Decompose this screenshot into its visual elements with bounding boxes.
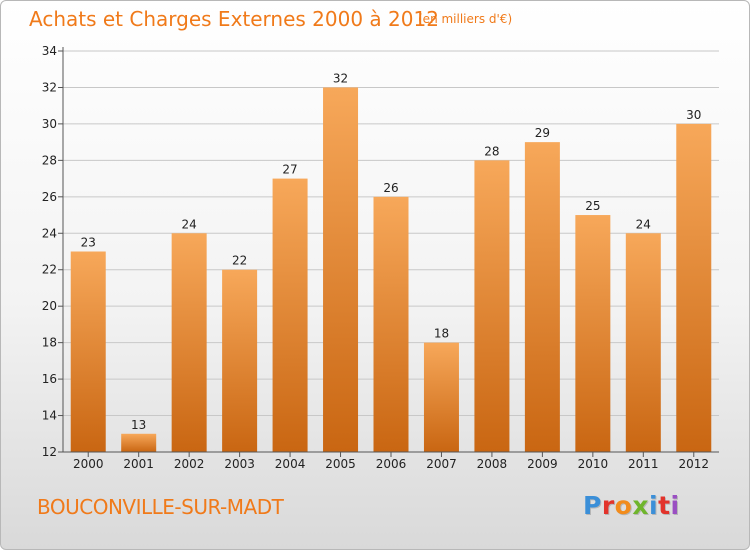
- bar: [423, 342, 459, 452]
- axes: 12 14 16 18 20 22 24 26 28 30 32 34 2000 2001 2002 2003…: [42, 44, 719, 471]
- x-tick-label: 2008: [477, 457, 508, 471]
- x-tick-label: 2006: [376, 457, 407, 471]
- proxiti-logo[interactable]: Proxiti: [583, 491, 680, 520]
- data-label: 26: [383, 181, 398, 195]
- x-tick-label: 2011: [628, 457, 659, 471]
- y-tick-label: 30: [42, 117, 57, 131]
- y-tick-label: 26: [42, 190, 57, 204]
- x-tick-label: 2004: [275, 457, 306, 471]
- bar: [70, 251, 106, 452]
- y-tick-label: 32: [42, 80, 57, 94]
- x-tick-label: 2009: [527, 457, 558, 471]
- bar: [121, 433, 157, 452]
- data-label: 22: [232, 254, 247, 268]
- y-tick-label: 16: [42, 372, 57, 386]
- logo-letter: r: [601, 491, 615, 520]
- data-label: 32: [333, 71, 348, 85]
- bar: [474, 160, 510, 452]
- y-tick-label: 12: [42, 445, 57, 459]
- logo-letter: t: [658, 491, 671, 520]
- bar: [524, 142, 560, 453]
- data-label: 28: [484, 144, 499, 158]
- x-tick-label: 2010: [578, 457, 609, 471]
- data-label: 23: [81, 236, 96, 250]
- y-tick-label: 34: [42, 44, 57, 58]
- bar: [625, 233, 661, 452]
- data-label: 13: [131, 418, 146, 432]
- logo-letter: i: [649, 491, 659, 520]
- x-tick-label: 2005: [325, 457, 356, 471]
- bar: [373, 196, 409, 452]
- bar-chart: 12 14 16 18 20 22 24 26 28 30 32 34 2000 2001 2002 2003…: [42, 44, 719, 471]
- data-label: 30: [686, 108, 701, 122]
- x-tick-label: 2003: [224, 457, 255, 471]
- bar: [575, 215, 611, 452]
- data-label: 25: [585, 199, 600, 213]
- data-label: 24: [182, 217, 197, 231]
- y-tick-label: 28: [42, 153, 57, 167]
- logo-letter: i: [670, 491, 680, 520]
- logo-letter: P: [583, 491, 602, 520]
- y-tick-label: 14: [42, 409, 57, 423]
- y-tick-label: 22: [42, 263, 57, 277]
- x-tick-label: 2000: [73, 457, 104, 471]
- bars: [70, 87, 712, 453]
- bar: [323, 87, 359, 453]
- data-label: 29: [535, 126, 550, 140]
- x-tick-label: 2002: [174, 457, 205, 471]
- logo-letter: o: [614, 491, 633, 520]
- data-label: 27: [282, 163, 297, 177]
- bar: [676, 123, 712, 452]
- chart-title: Achats et Charges Externes 2000 à 2012: [29, 7, 439, 31]
- chart-subtitle: (en milliers d'€): [418, 12, 513, 26]
- data-labels: 23 13 24 22 27 32 26 18 28 29 25 24 30: [81, 71, 702, 431]
- bar: [272, 178, 308, 452]
- bar: [171, 233, 207, 452]
- x-tick-label: 2001: [123, 457, 154, 471]
- bar: [222, 269, 258, 452]
- data-label: 18: [434, 327, 449, 341]
- y-tick-label: 20: [42, 299, 57, 313]
- data-label: 24: [636, 217, 651, 231]
- y-tick-label: 24: [42, 226, 57, 240]
- x-tick-label: 2012: [678, 457, 709, 471]
- y-tick-label: 18: [42, 336, 57, 350]
- x-tick-label: 2007: [426, 457, 457, 471]
- logo-letter: x: [632, 491, 649, 520]
- commune-name: BOUCONVILLE-SUR-MADT: [37, 495, 284, 519]
